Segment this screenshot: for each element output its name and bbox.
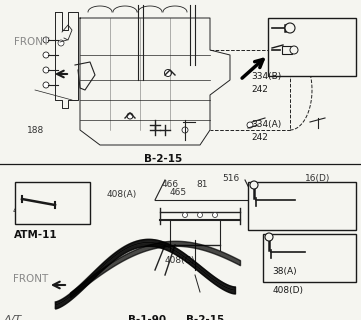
Bar <box>248 182 356 230</box>
Text: 465: 465 <box>170 188 187 197</box>
Circle shape <box>197 212 203 218</box>
Circle shape <box>250 181 258 189</box>
Circle shape <box>290 46 298 54</box>
Text: 242: 242 <box>251 133 268 142</box>
Circle shape <box>58 40 64 46</box>
Text: FRONT: FRONT <box>13 274 48 284</box>
Bar <box>268 18 356 76</box>
Text: 466: 466 <box>162 180 179 189</box>
Text: 334(A): 334(A) <box>251 120 281 129</box>
Text: ATM-11: ATM-11 <box>14 230 58 240</box>
Circle shape <box>43 37 49 43</box>
Circle shape <box>182 127 188 133</box>
Circle shape <box>213 212 217 218</box>
Circle shape <box>265 233 273 241</box>
Text: 408(A): 408(A) <box>106 190 137 199</box>
Circle shape <box>43 67 49 73</box>
Text: 188: 188 <box>27 126 44 135</box>
Circle shape <box>43 52 49 58</box>
Text: 38(A): 38(A) <box>273 267 297 276</box>
Circle shape <box>285 23 295 33</box>
Text: B-2-15: B-2-15 <box>144 154 183 164</box>
Circle shape <box>165 69 171 76</box>
Text: A/T: A/T <box>4 315 22 320</box>
Text: 516: 516 <box>222 174 239 183</box>
Text: FRONT: FRONT <box>14 37 50 47</box>
Text: 408(C): 408(C) <box>164 256 195 265</box>
Circle shape <box>247 122 253 128</box>
Circle shape <box>127 113 133 119</box>
Text: B-1-90: B-1-90 <box>128 315 166 320</box>
Bar <box>282 46 292 54</box>
Text: 81: 81 <box>197 180 208 189</box>
Bar <box>263 234 356 282</box>
Circle shape <box>43 82 49 88</box>
Text: 242: 242 <box>251 85 268 94</box>
Text: B-2-15: B-2-15 <box>186 315 224 320</box>
Text: 334(B): 334(B) <box>251 72 281 81</box>
Text: 408(D): 408(D) <box>273 286 304 295</box>
Text: 408(A): 408(A) <box>13 206 43 215</box>
Circle shape <box>183 212 187 218</box>
Bar <box>15 182 90 224</box>
Text: 16(D): 16(D) <box>305 174 330 183</box>
